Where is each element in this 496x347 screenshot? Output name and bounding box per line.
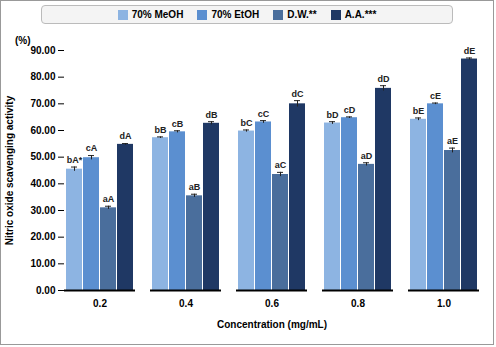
- svg-text:dD: dD: [378, 74, 390, 84]
- svg-text:30.00: 30.00: [30, 205, 55, 216]
- svg-text:bA*: bA*: [67, 155, 83, 165]
- svg-text:80.00: 80.00: [30, 71, 55, 82]
- svg-text:50.00: 50.00: [30, 151, 55, 162]
- svg-text:cE: cE: [430, 91, 441, 101]
- svg-text:bC: bC: [241, 118, 253, 128]
- svg-text:cC: cC: [258, 109, 270, 119]
- svg-text:dA: dA: [120, 131, 132, 141]
- html-text:D.W.**: D.W.**: [287, 9, 317, 20]
- svg-text:cA: cA: [86, 143, 98, 153]
- html-text:70% MeOH: 70% MeOH: [131, 9, 184, 20]
- html-text:70% EtOH: 70% EtOH: [211, 9, 260, 20]
- svg-text:aA: aA: [103, 194, 115, 204]
- svg-text:aE: aE: [447, 136, 458, 146]
- svg-text:aD: aD: [361, 151, 373, 161]
- svg-text:90.00: 90.00: [30, 45, 55, 56]
- svg-text:60.00: 60.00: [30, 125, 55, 136]
- svg-text:0.00: 0.00: [36, 285, 56, 296]
- svg-text:0.4: 0.4: [179, 298, 193, 309]
- svg-text:1.0: 1.0: [437, 298, 451, 309]
- svg-text:aC: aC: [275, 160, 287, 170]
- svg-text:dC: dC: [292, 89, 304, 99]
- svg-text:cB: cB: [172, 119, 184, 129]
- svg-text:bB: bB: [155, 125, 167, 135]
- svg-text:20.00: 20.00: [30, 231, 55, 242]
- svg-text:dE: dE: [464, 46, 476, 56]
- svg-text:Nitric oxide scavenging activi: Nitric oxide scavenging activity: [4, 95, 15, 245]
- svg-text:cD: cD: [344, 105, 356, 115]
- svg-text:aB: aB: [189, 182, 201, 192]
- svg-text:0.6: 0.6: [265, 298, 279, 309]
- svg-text:dB: dB: [206, 110, 218, 120]
- svg-text:40.00: 40.00: [30, 178, 55, 189]
- svg-text:0.2: 0.2: [93, 298, 107, 309]
- svg-text:bD: bD: [327, 110, 339, 120]
- svg-text:Concentration (mg/mL): Concentration (mg/mL): [217, 319, 327, 330]
- svg-text:10.00: 10.00: [30, 258, 55, 269]
- html-text:A.A.***: A.A.***: [344, 9, 377, 20]
- svg-text:bE: bE: [413, 106, 425, 116]
- svg-text:70.00: 70.00: [30, 98, 55, 109]
- svg-text:0.8: 0.8: [351, 298, 365, 309]
